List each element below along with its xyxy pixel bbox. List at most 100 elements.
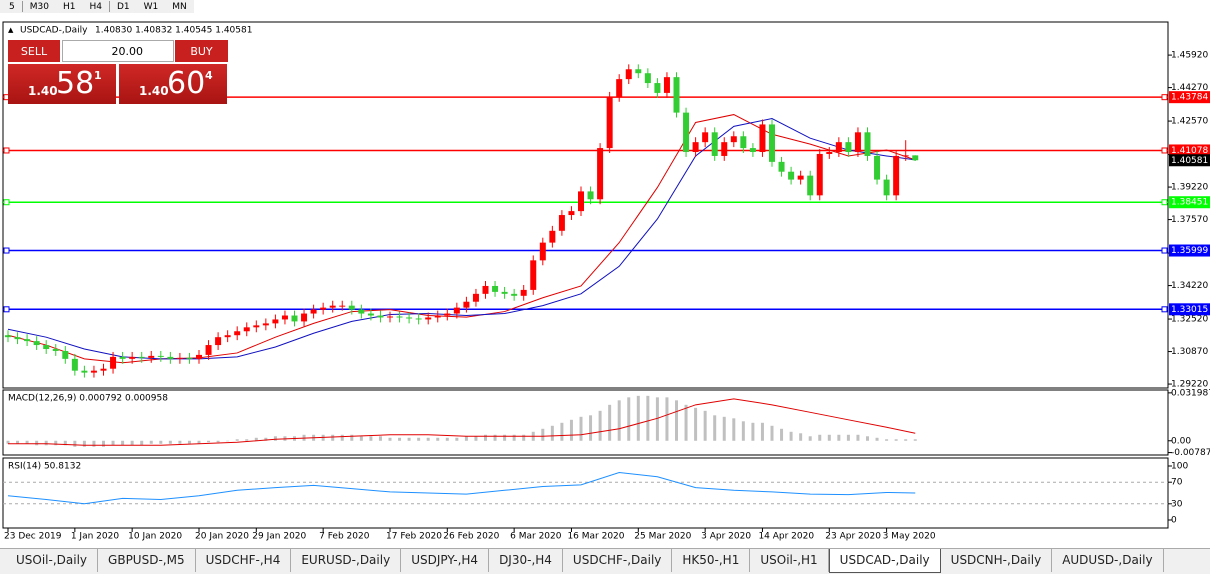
- indicator-title: MACD(12,26,9) 0.000792 0.000958: [8, 394, 168, 404]
- candle-body: [396, 316, 403, 318]
- sell-button[interactable]: SELL: [8, 40, 60, 62]
- candle-body: [33, 341, 40, 346]
- histogram-bar: [589, 415, 593, 441]
- chart-tab[interactable]: AUDUSD-,Daily: [1052, 549, 1164, 572]
- histogram-bar: [837, 434, 841, 441]
- timeframe-button[interactable]: H4: [89, 1, 102, 12]
- level-handle: [1161, 147, 1168, 154]
- candle-body: [186, 357, 193, 359]
- histogram-bar: [331, 434, 335, 441]
- timeframe-button[interactable]: M30: [29, 1, 49, 12]
- chart-tab[interactable]: USDJPY-,H4: [401, 549, 490, 572]
- candle-body: [262, 323, 269, 326]
- histogram-bar: [617, 400, 621, 441]
- histogram-bar: [226, 440, 230, 442]
- y-tick-label: 0: [1171, 516, 1177, 526]
- histogram-bar: [579, 416, 583, 441]
- candle-body: [606, 96, 613, 149]
- candle-body: [740, 136, 747, 149]
- candle-body: [683, 112, 690, 153]
- timeframe-button[interactable]: W1: [143, 1, 159, 12]
- histogram-bar: [187, 440, 191, 444]
- x-tick-label: 20 Jan 2020: [195, 532, 249, 542]
- candle-body: [711, 132, 718, 156]
- level-label-box: [1169, 244, 1210, 257]
- candle-body: [902, 155, 909, 157]
- level-handle: [3, 306, 10, 313]
- chart-tab[interactable]: USDCNH-,Daily: [941, 549, 1053, 572]
- y-tick-label: 1.45920: [1171, 51, 1208, 61]
- candle-body: [788, 171, 795, 180]
- chart-tab[interactable]: HK50-,H1: [672, 549, 751, 572]
- panel-frame: [2, 389, 1169, 456]
- candle-body: [568, 211, 575, 216]
- histogram-bar: [493, 434, 497, 441]
- indicator-title: RSI(14) 50.8132: [8, 462, 81, 472]
- chart-tabs: USOil-,Daily GBPUSD-,M5 USDCHF-,H4 EURUSD-,…: [0, 548, 1210, 574]
- candle-body: [644, 73, 651, 84]
- histogram-bar: [159, 440, 163, 444]
- histogram-bar: [197, 440, 201, 444]
- chart-tab[interactable]: USDCHF-,Daily: [563, 549, 673, 572]
- separator: [108, 1, 110, 12]
- timeframe-button[interactable]: H1: [62, 1, 76, 12]
- histogram-bar: [904, 439, 908, 441]
- histogram-bar: [894, 439, 898, 441]
- timeframe-button[interactable]: D1: [116, 1, 130, 12]
- histogram-bar: [760, 422, 764, 441]
- histogram-bar: [675, 400, 678, 441]
- candle-body: [243, 327, 250, 332]
- chart-tab[interactable]: GBPUSD-,M5: [98, 549, 196, 572]
- timeframe-button[interactable]: 5: [9, 1, 15, 12]
- candle-body: [215, 337, 222, 346]
- candle-body: [549, 230, 556, 243]
- candle-body: [110, 356, 117, 369]
- chart-tab[interactable]: DJ30-,H4: [489, 549, 563, 572]
- y-tick-label: 1.34220: [1171, 281, 1208, 291]
- candle-body: [530, 260, 537, 290]
- candle-body: [406, 317, 413, 319]
- candle-body: [845, 142, 852, 153]
- candle-body: [339, 305, 346, 307]
- candle-body: [721, 142, 728, 156]
- price-big: 1.40: [139, 84, 169, 98]
- histogram-bar: [436, 437, 440, 441]
- histogram-bar: [417, 437, 421, 441]
- histogram-bar: [655, 397, 659, 441]
- chart-tab[interactable]: USOil-,H1: [750, 549, 829, 572]
- histogram-bar: [340, 434, 344, 441]
- chart-tab[interactable]: USOil-,Daily: [6, 549, 99, 572]
- level-handle: [1161, 94, 1168, 101]
- chart-tab[interactable]: EURUSD-,Daily: [291, 549, 402, 572]
- histogram-bar: [25, 440, 29, 444]
- bid-price[interactable]: 1.40 58 1: [8, 64, 116, 104]
- histogram-bar: [264, 437, 268, 441]
- chart-tab[interactable]: USDCHF-,H4: [196, 549, 292, 572]
- candle-body: [578, 191, 584, 212]
- chart-tab[interactable]: USDCAD-,Daily: [828, 549, 941, 573]
- candle-body: [100, 368, 107, 371]
- ask-price[interactable]: 1.40 60 4: [119, 64, 227, 104]
- buy-button[interactable]: BUY: [175, 40, 228, 62]
- candle-body: [864, 132, 871, 156]
- candle-body: [730, 136, 737, 143]
- candle-body: [62, 350, 69, 359]
- candle-body: [320, 307, 327, 310]
- histogram-bar: [598, 410, 602, 441]
- candle-body: [90, 370, 97, 373]
- histogram-bar: [350, 434, 354, 441]
- candle-body: [893, 155, 900, 196]
- timeframe-toolbar: 5 M30 H1 H4 D1 W1 MN: [0, 0, 194, 13]
- timeframe-button[interactable]: MN: [172, 1, 187, 12]
- candle-body: [415, 318, 422, 320]
- x-tick-label: 26 Feb 2020: [443, 532, 499, 542]
- price-pips: 60: [167, 66, 206, 101]
- histogram-bar: [407, 437, 411, 441]
- histogram-bar: [751, 422, 755, 441]
- candle-body: [196, 354, 202, 359]
- y-tick-label: 1.30870: [1171, 347, 1208, 357]
- candle-body: [14, 337, 21, 340]
- histogram-bar: [16, 440, 20, 444]
- volume-input[interactable]: 20.00: [62, 40, 174, 62]
